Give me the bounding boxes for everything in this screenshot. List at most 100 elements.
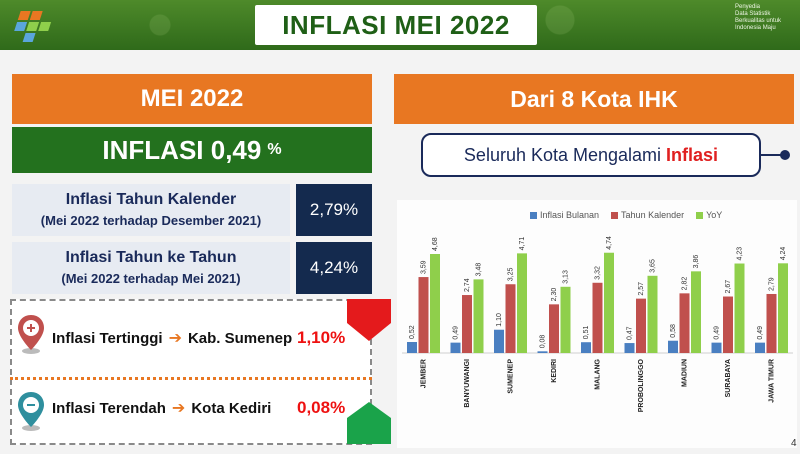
bar bbox=[734, 263, 745, 353]
bar bbox=[560, 286, 571, 353]
inflasi-value: INFLASI 0,49 bbox=[102, 134, 262, 165]
category-label: MALANG bbox=[594, 358, 601, 389]
data-label: 4,23 bbox=[736, 247, 743, 261]
data-label: 3,65 bbox=[649, 259, 656, 273]
data-label: 3,25 bbox=[507, 268, 514, 282]
bar bbox=[679, 293, 690, 353]
page-number: 4 bbox=[791, 438, 797, 449]
bar bbox=[430, 254, 440, 353]
bar bbox=[723, 296, 733, 353]
info-value: 4,24% bbox=[296, 242, 372, 294]
data-label: 3,86 bbox=[693, 255, 700, 269]
data-label: 4,71 bbox=[519, 237, 526, 251]
bar bbox=[581, 342, 591, 353]
data-label: 4,74 bbox=[606, 236, 613, 250]
location-pin-icon bbox=[18, 315, 44, 354]
info-sub: (Mei 2022 terhadap Desember 2021) bbox=[40, 213, 262, 228]
data-label: 2,67 bbox=[725, 280, 732, 294]
info-label: Inflasi Tahun ke Tahun bbox=[65, 249, 237, 266]
bar bbox=[407, 342, 417, 353]
tertinggi-value: 1,10% bbox=[297, 328, 346, 347]
inflasi-banner: INFLASI 0,49 % bbox=[12, 127, 372, 173]
connector-dot bbox=[780, 150, 790, 160]
bar bbox=[766, 293, 777, 353]
tertinggi-city: Kab. Sumenep bbox=[187, 329, 293, 347]
info-sub: (Mei 2022 terhadap Mei 2021) bbox=[61, 271, 241, 286]
bar bbox=[517, 253, 527, 353]
inflation-bar-chart: 0,52 3,59 4,68 JEMBER 0,49 2,74 3,48 BANYUWANGI… bbox=[402, 236, 793, 412]
data-label: 0,49 bbox=[757, 326, 764, 340]
tagline-line: Berkualitas untuk bbox=[735, 18, 782, 24]
bar bbox=[647, 275, 658, 353]
bar bbox=[473, 279, 484, 353]
data-label: 2,79 bbox=[768, 277, 775, 291]
info-tahun-ke-tahun: Inflasi Tahun ke Tahun (Mei 2022 terhada… bbox=[12, 242, 372, 294]
statement-box: Seluruh Kota Mengalami Inflasi bbox=[421, 133, 761, 177]
data-label: 2,82 bbox=[681, 277, 688, 291]
category-label: JEMBER bbox=[420, 359, 427, 388]
bps-logo bbox=[14, 11, 52, 42]
category-label: PROBOLINGGO bbox=[638, 358, 645, 412]
bar bbox=[592, 282, 603, 353]
chart-legend: Inflasi Bulanan Tahun Kalender YoY bbox=[530, 210, 722, 220]
data-label: 2,57 bbox=[638, 282, 645, 296]
data-label: 0,47 bbox=[626, 326, 633, 340]
month-label: MEI 2022 bbox=[140, 85, 244, 112]
info-text: Inflasi Tahun Kalender (Mei 2022 terhada… bbox=[12, 184, 290, 236]
data-label: 0,49 bbox=[452, 326, 459, 340]
bar bbox=[505, 284, 516, 353]
legend-item: Tahun Kalender bbox=[611, 210, 684, 220]
category-label: BANYUWANGI bbox=[464, 359, 471, 408]
category-label: SUMENEP bbox=[507, 359, 514, 394]
statement-highlight: Inflasi bbox=[666, 144, 719, 165]
info-value: 2,79% bbox=[296, 184, 372, 236]
bar bbox=[755, 342, 765, 353]
terendah-label: Inflasi Terendah bbox=[52, 399, 166, 417]
legend-label: Inflasi Bulanan bbox=[540, 210, 600, 220]
data-label: 0,58 bbox=[670, 324, 677, 338]
data-label: 4,68 bbox=[432, 237, 439, 251]
data-label: 0,52 bbox=[409, 325, 416, 339]
dotted-divider bbox=[10, 377, 372, 380]
data-label: 3,13 bbox=[562, 270, 569, 284]
data-label: 3,59 bbox=[420, 260, 427, 274]
terendah-value: 0,08% bbox=[297, 398, 346, 417]
terendah-row: Inflasi Terendah ➔ Kota Kediri bbox=[46, 388, 271, 428]
kota-heading: Dari 8 Kota IHK bbox=[510, 85, 678, 112]
header-bar: INFLASI MEI 2022 Penyedia Data Statistik… bbox=[0, 0, 800, 50]
info-label: Inflasi Tahun Kalender bbox=[65, 191, 237, 208]
data-label: 0,49 bbox=[713, 326, 720, 340]
bar bbox=[668, 340, 678, 353]
location-pin-icon bbox=[18, 392, 44, 431]
info-text: Inflasi Tahun ke Tahun (Mei 2022 terhada… bbox=[12, 242, 290, 294]
category-label: JAWA TIMUR bbox=[768, 359, 775, 403]
arrow-down-indicator-icon bbox=[347, 402, 391, 444]
tagline-line: Penyedia bbox=[735, 4, 761, 10]
kota-banner: Dari 8 Kota IHK bbox=[394, 74, 794, 124]
title-box: INFLASI MEI 2022 bbox=[255, 5, 537, 45]
month-banner: MEI 2022 bbox=[12, 74, 372, 124]
data-label: 1,10 bbox=[496, 313, 503, 327]
tertinggi-label: Inflasi Tertinggi bbox=[52, 329, 163, 347]
bar bbox=[418, 277, 429, 353]
tagline-line: Data Statistik bbox=[735, 11, 771, 17]
bar bbox=[624, 343, 635, 353]
legend-label: YoY bbox=[706, 210, 723, 220]
minmax-box bbox=[10, 299, 372, 445]
category-label: SURABAYA bbox=[725, 359, 732, 397]
data-label: 2,30 bbox=[551, 288, 558, 302]
bar bbox=[778, 263, 788, 353]
data-label: 0,51 bbox=[583, 325, 590, 339]
bar bbox=[549, 304, 559, 353]
legend-label: Tahun Kalender bbox=[621, 210, 685, 220]
data-label: 2,74 bbox=[464, 278, 471, 292]
tertinggi-row: Inflasi Tertinggi ➔ Kab. Sumenep bbox=[46, 318, 292, 358]
data-label: 0,08 bbox=[539, 335, 546, 349]
statement-text: Seluruh Kota Mengalami bbox=[463, 144, 662, 165]
arrow-up-indicator-icon bbox=[347, 299, 391, 341]
bar bbox=[450, 342, 461, 353]
legend-item: Inflasi Bulanan bbox=[530, 210, 599, 220]
arrow-right-icon: ➔ bbox=[171, 400, 186, 417]
bar bbox=[636, 298, 646, 353]
bar bbox=[462, 295, 472, 353]
